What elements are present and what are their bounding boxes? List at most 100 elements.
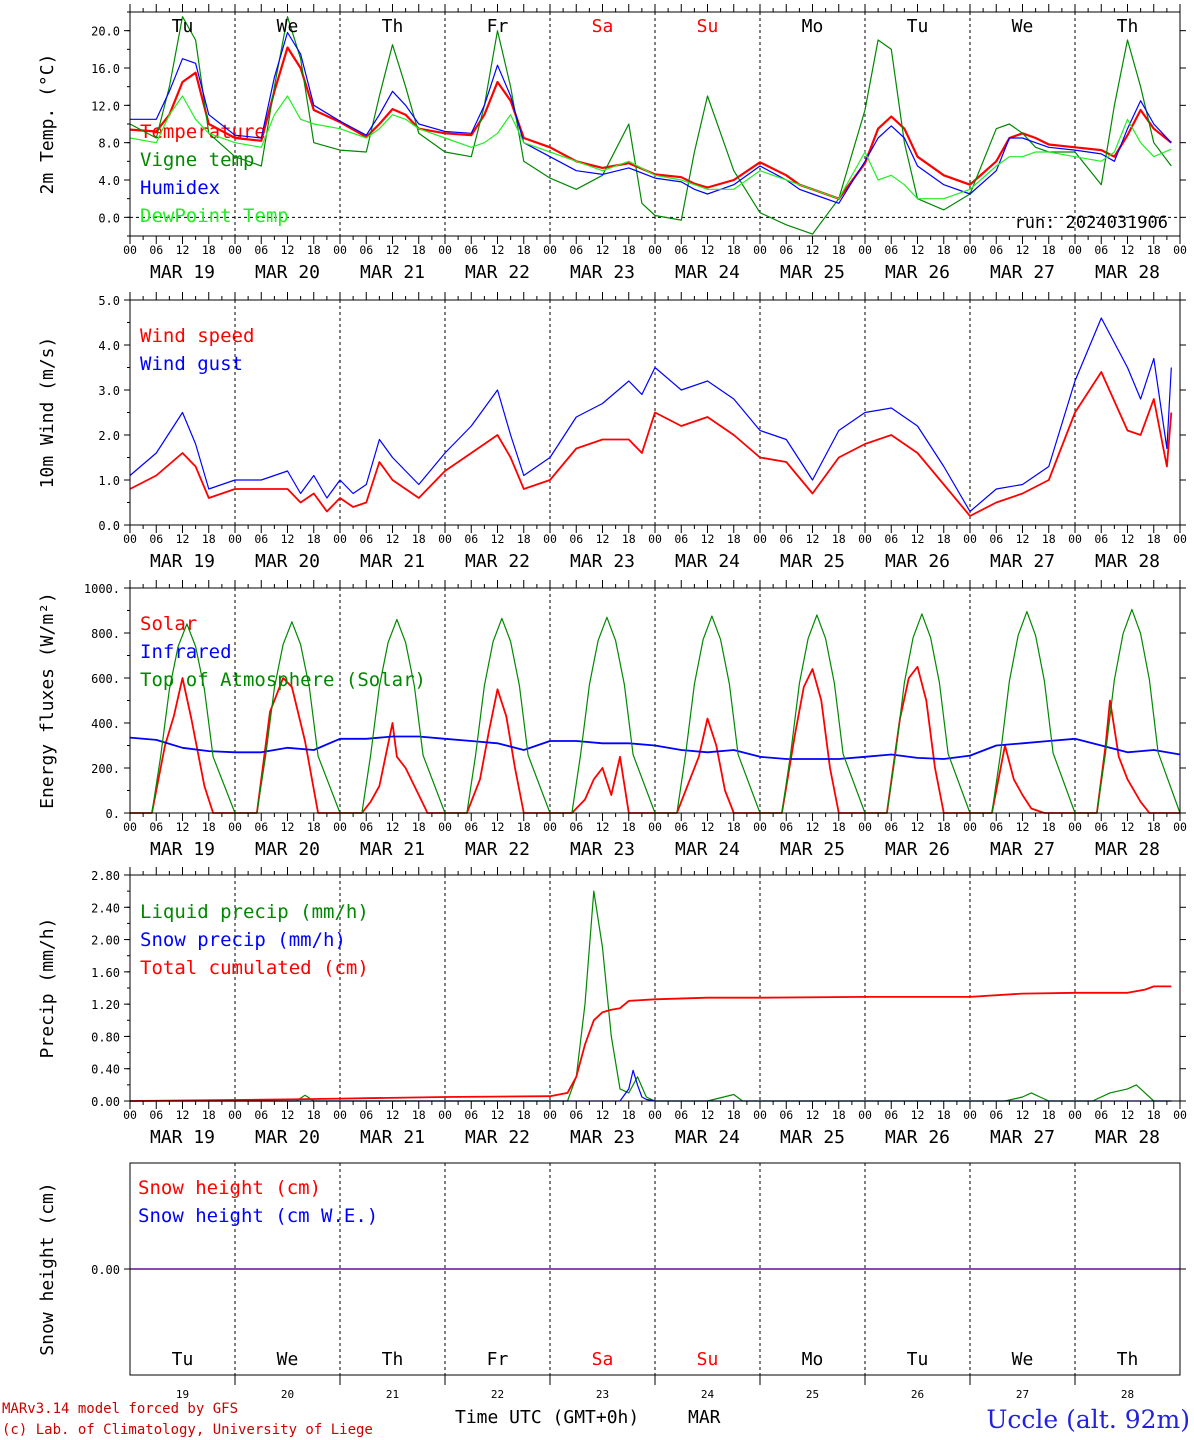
hour-label-end: 00: [1173, 243, 1187, 257]
hour-label: 12: [1016, 243, 1030, 257]
weekday-label: We: [1012, 1349, 1034, 1370]
date-label: MAR 24: [675, 1127, 740, 1148]
weekday-label: Mo: [802, 1349, 824, 1370]
hour-label: 18: [1042, 1108, 1056, 1122]
hour-label: 12: [806, 243, 820, 257]
hour-label: 18: [307, 1108, 321, 1122]
hour-label: 06: [254, 532, 268, 546]
hour-label: 00: [228, 243, 242, 257]
hour-label: 18: [412, 820, 426, 834]
date-label: MAR 27: [990, 262, 1055, 283]
hour-label: 12: [701, 243, 715, 257]
hour-label: 06: [674, 243, 688, 257]
date-label: MAR 26: [885, 262, 950, 283]
legend-entry: Liquid precip (mm/h): [140, 901, 369, 923]
weekday-label: Mo: [802, 16, 824, 37]
hour-label: 06: [884, 1108, 898, 1122]
y-tick-label: 3.0: [98, 384, 120, 398]
hour-label: 12: [176, 243, 190, 257]
hour-label: 00: [1068, 243, 1082, 257]
hour-label: 12: [1016, 532, 1030, 546]
legend-entry: Snow height (cm W.E.): [138, 1205, 378, 1227]
y-tick-label: 1.60: [91, 966, 120, 980]
date-label: MAR 27: [990, 1127, 1055, 1148]
hour-label: 18: [622, 532, 636, 546]
date-label: MAR 24: [675, 262, 740, 283]
legend-entry: Snow height (cm): [138, 1177, 321, 1199]
panel-4: 0.00 0.40 0.80 1.20 1.60 2.00 2.40 2.80 Precip (…: [37, 867, 1187, 1148]
y-tick-label: 2.40: [91, 901, 120, 915]
hour-label: 18: [412, 532, 426, 546]
hour-label: 18: [832, 532, 846, 546]
hour-label: 00: [963, 1108, 977, 1122]
panel-2: 0.0 1.0 2.0 3.0 4.0 5.0 10m Wind (m/s) Wind spe…: [37, 292, 1187, 572]
hour-label: 00: [963, 532, 977, 546]
legend-entry: Top of Atmosphere (Solar): [140, 669, 426, 691]
hour-label: 12: [491, 243, 505, 257]
legend-entry: Temperature: [140, 121, 266, 143]
hour-label: 00: [858, 820, 872, 834]
hour-label: 18: [727, 243, 741, 257]
hour-label: 06: [779, 532, 793, 546]
y-axis-label: Energy fluxes (W/m²): [37, 592, 58, 809]
hour-label: 12: [281, 243, 295, 257]
y-tick-label: 400.: [91, 717, 120, 731]
hour-label: 00: [228, 532, 242, 546]
date-label: MAR 26: [885, 839, 950, 860]
hour-label: 00: [543, 1108, 557, 1122]
panel-frame: [129, 587, 1181, 814]
hour-label: 18: [1147, 1108, 1161, 1122]
series-line-1-4: [129, 95, 1172, 200]
hour-label: 06: [149, 532, 163, 546]
y-tick-label: 1.20: [91, 998, 120, 1012]
hour-label: 12: [701, 532, 715, 546]
date-label: MAR 25: [780, 1127, 845, 1148]
hour-label: 12: [806, 820, 820, 834]
hour-label: 12: [596, 820, 610, 834]
hour-label: 12: [1016, 1108, 1030, 1122]
weekday-label: We: [277, 1349, 299, 1370]
hour-label: 12: [386, 820, 400, 834]
day-number: 26: [911, 1388, 924, 1401]
y-tick-label: 0.40: [91, 1063, 120, 1077]
hour-label: 00: [543, 532, 557, 546]
hour-label: 06: [569, 532, 583, 546]
legend-entry: Total cumulated (cm): [140, 957, 369, 979]
date-label: MAR 24: [675, 551, 740, 572]
hour-label: 18: [622, 243, 636, 257]
date-label: MAR 19: [150, 839, 215, 860]
hour-label: 12: [911, 532, 925, 546]
hour-label: 06: [779, 1108, 793, 1122]
hour-label: 18: [1147, 820, 1161, 834]
hour-label: 06: [359, 243, 373, 257]
date-label: MAR 25: [780, 839, 845, 860]
hour-label: 06: [674, 532, 688, 546]
date-label: MAR 19: [150, 1127, 215, 1148]
run-label: run: 2024031906: [1014, 213, 1168, 233]
panel-3: 0. 200. 400. 600. 800. 1000. Energy fluxes (W/…: [37, 580, 1187, 860]
hour-label: 00: [123, 1108, 137, 1122]
hour-label: 18: [832, 1108, 846, 1122]
y-tick-label: 800.: [91, 627, 120, 641]
hour-label: 18: [202, 1108, 216, 1122]
panel-5: 0.00 Snow height (cm) Snow height (cm) Snow…: [37, 1162, 1186, 1401]
hour-label: 12: [911, 1108, 925, 1122]
series-line-2-1: [129, 371, 1173, 517]
panels: 0.0 4.0 8.0 12.0 16.0 20.0 2m Temp. (°C) Temper…: [37, 4, 1187, 1401]
y-tick-label: 200.: [91, 762, 120, 776]
hour-label: 12: [1121, 243, 1135, 257]
day-number: 19: [176, 1388, 189, 1401]
hour-label: 06: [569, 820, 583, 834]
date-label: MAR 27: [990, 551, 1055, 572]
weekday-label: Sa: [592, 1349, 614, 1370]
y-tick-label: 4.0: [98, 174, 120, 188]
hour-label: 06: [1094, 243, 1108, 257]
date-label: MAR 23: [570, 551, 635, 572]
hour-label: 06: [674, 1108, 688, 1122]
series-line-1-3: [130, 31, 1172, 204]
hour-label: 12: [1016, 820, 1030, 834]
hour-label: 12: [176, 1108, 190, 1122]
hour-label: 18: [937, 532, 951, 546]
date-label: MAR 20: [255, 1127, 320, 1148]
